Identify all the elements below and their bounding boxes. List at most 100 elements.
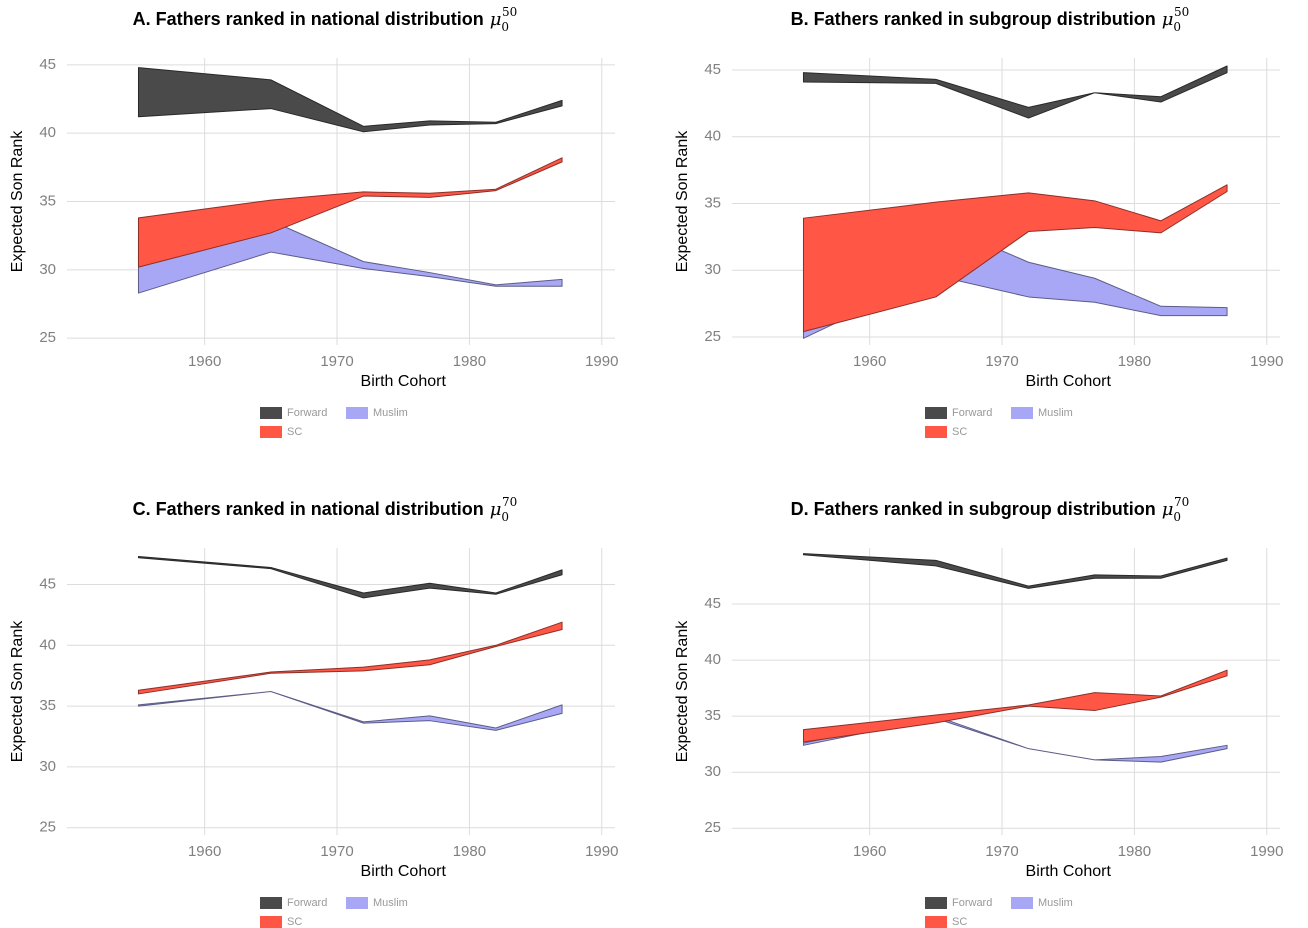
y-tick-label: 45 [39, 575, 56, 592]
y-axis-label: Expected Son Rank [674, 130, 691, 272]
title-text: A. Fathers ranked in national distributi… [133, 9, 484, 29]
legend-label: Muslim [373, 897, 408, 909]
chart-title: B. Fathers ranked in subgroup distributi… [791, 5, 1190, 34]
y-tick-label: 30 [39, 261, 56, 278]
panel: D. Fathers ranked in subgroup distributi… [674, 495, 1283, 928]
title-superscript: 50 [502, 5, 517, 19]
x-axis-label: Birth Cohort [1026, 863, 1112, 880]
y-tick-label: 40 [704, 651, 721, 668]
legend-label: SC [952, 916, 967, 928]
legend-key [346, 897, 368, 909]
title-symbol: μ [490, 9, 502, 30]
legend-key [346, 407, 368, 419]
y-axis-label: Expected Son Rank [9, 130, 26, 272]
x-axis-label: Birth Cohort [1026, 373, 1112, 390]
title-text: D. Fathers ranked in subgroup distributi… [791, 499, 1156, 519]
y-tick-label: 25 [704, 328, 721, 345]
y-tick-label: 25 [39, 819, 56, 836]
x-tick-label: 1990 [585, 843, 618, 860]
range-band [802, 553, 1228, 589]
legend-label: Forward [952, 407, 992, 419]
legend-label: Muslim [1038, 897, 1073, 909]
y-tick-label: 30 [39, 758, 56, 775]
x-tick-label: 1980 [453, 843, 486, 860]
title-symbol: μ [1162, 499, 1174, 520]
title-symbol: μ [1162, 9, 1174, 30]
y-tick-label: 35 [39, 697, 56, 714]
range-band [802, 184, 1228, 333]
x-tick-label: 1960 [853, 353, 886, 370]
x-tick-label: 1980 [1118, 843, 1151, 860]
y-tick-label: 35 [704, 194, 721, 211]
legend-key [925, 426, 947, 438]
title-subscript: 0 [1173, 510, 1181, 524]
x-axis-label: Birth Cohort [361, 863, 447, 880]
legend-key [260, 916, 282, 928]
range-band [137, 67, 563, 133]
title-subscript: 0 [501, 20, 509, 34]
x-tick-label: 1970 [320, 353, 353, 370]
range-band [802, 669, 1228, 743]
legend-label: Muslim [1038, 407, 1073, 419]
title-text: B. Fathers ranked in subgroup distributi… [791, 9, 1156, 29]
y-tick-label: 30 [704, 261, 721, 278]
y-tick-label: 40 [704, 128, 721, 145]
chart-title: A. Fathers ranked in national distributi… [133, 5, 518, 34]
title-superscript: 70 [1174, 495, 1189, 509]
legend-key [260, 407, 282, 419]
x-tick-label: 1960 [188, 353, 221, 370]
legend-key [1011, 897, 1033, 909]
x-tick-label: 1970 [985, 353, 1018, 370]
legend-label: Forward [952, 897, 992, 909]
legend-label: SC [287, 426, 302, 438]
range-band [137, 691, 563, 731]
y-tick-label: 40 [39, 636, 56, 653]
y-tick-label: 45 [39, 56, 56, 73]
y-tick-label: 40 [39, 124, 56, 141]
title-subscript: 0 [1173, 20, 1181, 34]
chart-title: C. Fathers ranked in national distributi… [133, 495, 518, 524]
title-text: C. Fathers ranked in national distributi… [133, 499, 484, 519]
y-axis-label: Expected Son Rank [674, 620, 691, 762]
panel: A. Fathers ranked in national distributi… [9, 5, 618, 438]
chart-title: D. Fathers ranked in subgroup distributi… [791, 495, 1190, 524]
title-superscript: 70 [502, 495, 517, 509]
x-tick-label: 1990 [585, 353, 618, 370]
y-tick-label: 25 [39, 329, 56, 346]
panel: B. Fathers ranked in subgroup distributi… [674, 5, 1283, 438]
title-superscript: 50 [1174, 5, 1189, 19]
y-tick-label: 45 [704, 61, 721, 78]
legend-label: Forward [287, 407, 327, 419]
y-tick-label: 45 [704, 595, 721, 612]
legend-key [925, 916, 947, 928]
x-tick-label: 1960 [853, 843, 886, 860]
x-tick-label: 1980 [453, 353, 486, 370]
y-axis-label: Expected Son Rank [9, 620, 26, 762]
y-tick-label: 25 [704, 819, 721, 836]
y-tick-label: 35 [704, 707, 721, 724]
x-axis-label: Birth Cohort [361, 373, 447, 390]
x-tick-label: 1970 [320, 843, 353, 860]
range-band [137, 621, 563, 695]
x-tick-label: 1980 [1118, 353, 1151, 370]
legend-key [260, 426, 282, 438]
y-tick-label: 35 [39, 192, 56, 209]
range-band [137, 556, 563, 599]
x-tick-label: 1990 [1250, 353, 1283, 370]
legend-key [1011, 407, 1033, 419]
panel: C. Fathers ranked in national distributi… [9, 495, 618, 928]
x-tick-label: 1970 [985, 843, 1018, 860]
legend-label: Muslim [373, 407, 408, 419]
x-tick-label: 1990 [1250, 843, 1283, 860]
y-tick-label: 30 [704, 763, 721, 780]
legend-label: SC [952, 426, 967, 438]
legend-key [260, 897, 282, 909]
x-tick-label: 1960 [188, 843, 221, 860]
title-subscript: 0 [501, 510, 509, 524]
legend-key [925, 897, 947, 909]
range-band [137, 157, 563, 268]
legend-label: Forward [287, 897, 327, 909]
legend-key [925, 407, 947, 419]
title-symbol: μ [490, 499, 502, 520]
